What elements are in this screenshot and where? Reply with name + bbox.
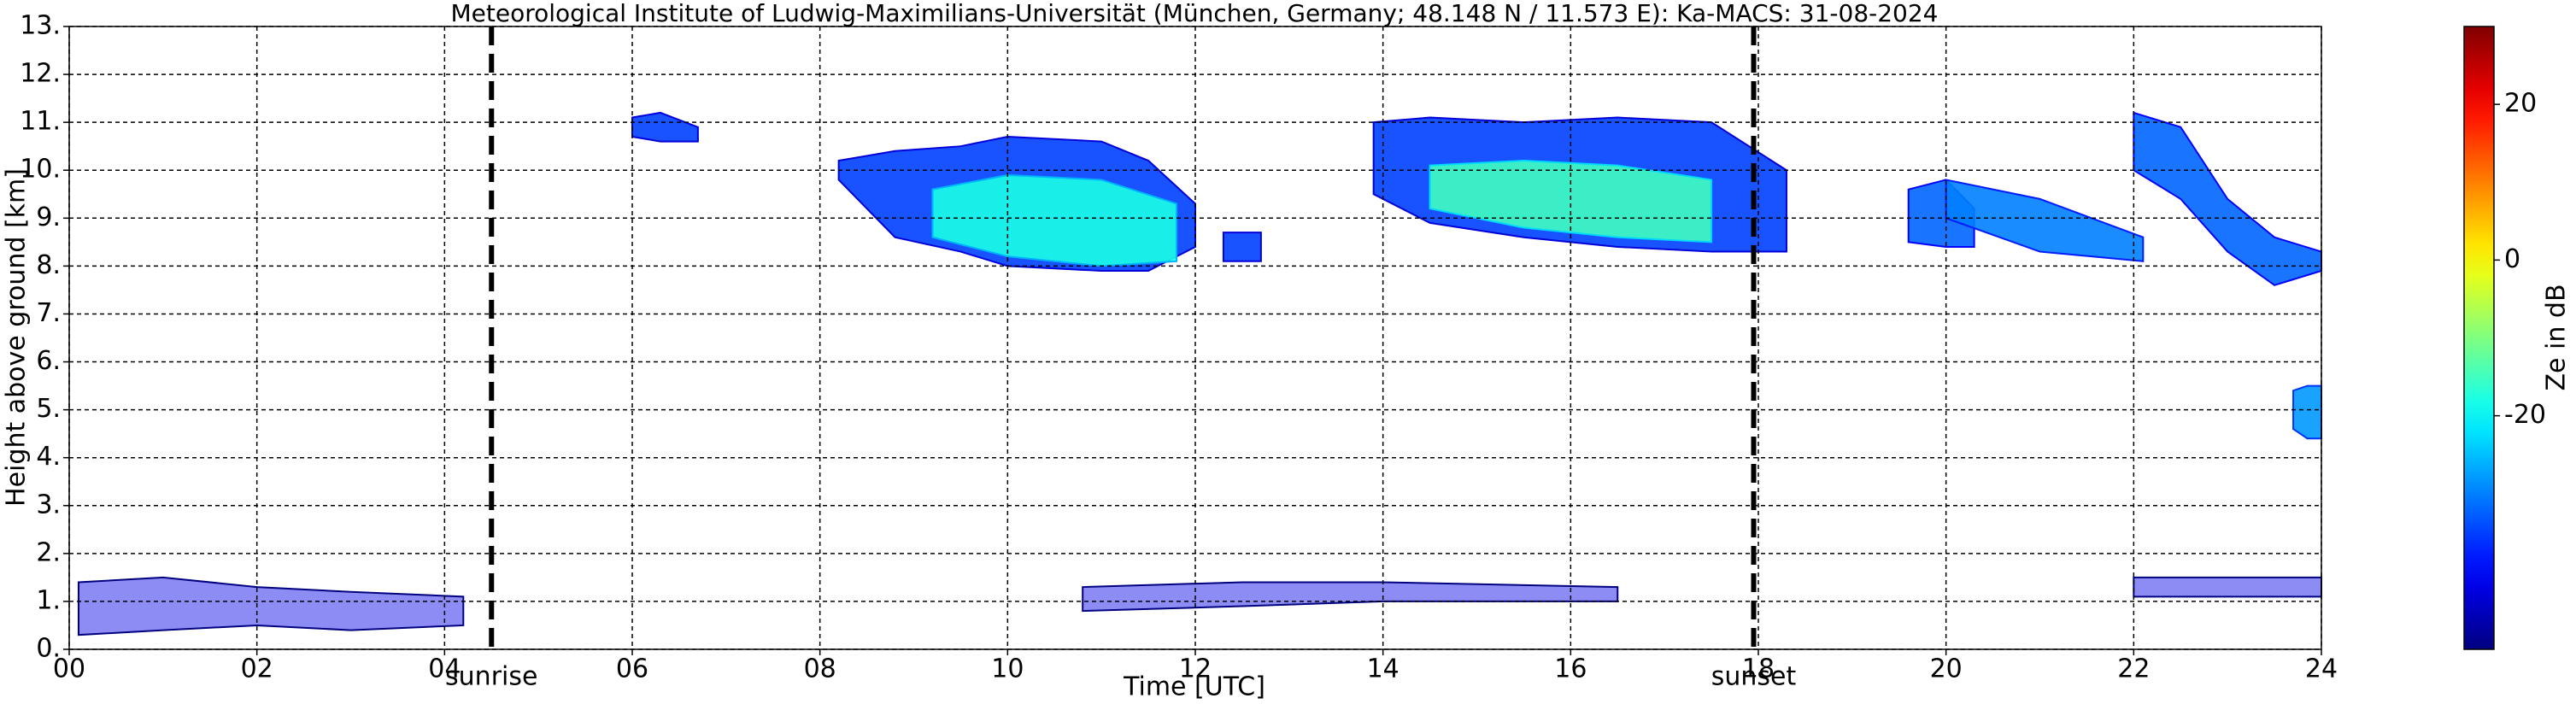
colorbar	[2463, 26, 2495, 650]
y-tick-label: 12.	[20, 59, 61, 89]
radar-echo	[1222, 232, 1262, 262]
y-tick-label: 4.	[36, 442, 61, 472]
colorbar-tick-label: -20	[2504, 400, 2546, 430]
radar-echo	[77, 576, 465, 637]
x-tick-label: 20	[1930, 654, 1963, 684]
chart-title: Meteorological Institute of Ludwig-Maxim…	[450, 0, 1938, 27]
radar-echo	[931, 173, 1178, 267]
x-tick-label: 14	[1367, 654, 1399, 684]
radar-echo	[631, 111, 699, 143]
radar-echo	[2133, 111, 2322, 286]
y-tick-label: 6.	[36, 346, 61, 376]
y-tick-label: 1.	[36, 585, 61, 615]
y-tick-label: 8.	[36, 250, 61, 280]
y-tick-label: 10.	[20, 155, 61, 185]
y-tick-label: 7.	[36, 298, 61, 328]
y-tick-label: 0.	[36, 634, 61, 664]
x-tick-label: 24	[2305, 654, 2338, 684]
y-tick-label: 3.	[36, 490, 61, 519]
colorbar-tick-label: 0	[2504, 244, 2520, 274]
x-tick-label: 08	[804, 654, 836, 684]
y-tick-label: 13.	[20, 11, 61, 41]
y-axis-label: Height above ground [km]	[2, 168, 32, 507]
sun-marker-label: sunset	[1711, 662, 1797, 692]
radar-echo	[1429, 160, 1713, 243]
x-tick-label: 12	[1179, 654, 1212, 684]
x-tick-label: 18	[1742, 654, 1775, 684]
x-tick-label: 16	[1554, 654, 1587, 684]
y-tick-label: 5.	[36, 394, 61, 424]
radar-echo	[1082, 581, 1619, 613]
sun-marker-label: sunrise	[445, 662, 537, 692]
radar-echo	[1945, 179, 2145, 262]
x-tick-label: 02	[241, 654, 273, 684]
x-tick-label: 04	[428, 654, 461, 684]
y-tick-label: 9.	[36, 202, 61, 232]
x-tick-label: 22	[2117, 654, 2150, 684]
colorbar-tick-label: 20	[2504, 89, 2537, 119]
y-tick-label: 2.	[36, 537, 61, 567]
x-tick-label: 10	[991, 654, 1024, 684]
x-axis-label: Time [UTC]	[1123, 672, 1265, 702]
radar-echo	[2133, 576, 2322, 598]
x-tick-label: 00	[53, 654, 85, 684]
x-tick-label: 06	[616, 654, 648, 684]
plot-frame	[68, 26, 2322, 650]
y-tick-label: 11.	[20, 107, 61, 137]
radar-echo	[2292, 384, 2322, 440]
colorbar-label: Ze in dB	[2542, 284, 2572, 390]
